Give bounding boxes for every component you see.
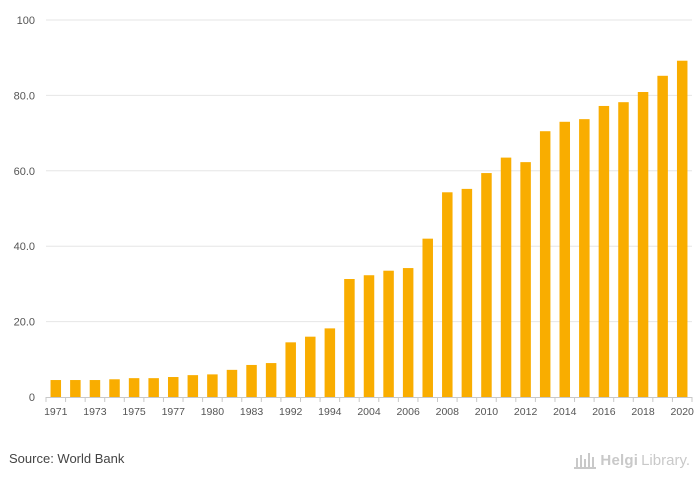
- bar-2015[interactable]: [579, 119, 590, 397]
- bar-1974[interactable]: [109, 379, 120, 397]
- x-tick-label: 2006: [396, 406, 420, 418]
- bar-2013[interactable]: [539, 131, 551, 397]
- bar-1976[interactable]: [148, 378, 159, 397]
- y-tick-label: 40.0: [14, 241, 35, 253]
- library-icon: [574, 453, 597, 469]
- x-tick-label: 2014: [553, 406, 577, 418]
- bar-2017[interactable]: [618, 102, 629, 397]
- x-tick-label: 1975: [122, 406, 146, 418]
- bar-1972[interactable]: [70, 380, 81, 397]
- x-tick-label: 2008: [436, 406, 460, 418]
- x-axis: [45, 397, 693, 402]
- bar-1984[interactable]: [265, 363, 277, 397]
- x-tick-label: 1971: [44, 406, 68, 418]
- bar-2012[interactable]: [520, 162, 531, 397]
- bar-2006[interactable]: [402, 268, 414, 397]
- helgilibrary-logo[interactable]: Helgi Library.: [573, 447, 690, 473]
- bars: [50, 60, 688, 398]
- x-tick-label: 1992: [279, 406, 303, 418]
- x-tick-label: 1994: [318, 406, 342, 418]
- y-tick-label: 0: [29, 392, 35, 404]
- bar-1992[interactable]: [285, 342, 296, 397]
- bar-2005[interactable]: [383, 270, 394, 397]
- source-note: Source: World Bank: [9, 451, 125, 466]
- y-axis-tick-labels: 0 20.0 40.0 60.0 80.0 100: [14, 15, 35, 404]
- bar-1975[interactable]: [128, 378, 140, 397]
- bar-2016[interactable]: [598, 105, 610, 398]
- logo-name: Helgi: [600, 451, 639, 469]
- bar-chart: 0 20.0 40.0 60.0 80.0 100 1971 1973 1975 1977 198…: [14, 15, 694, 418]
- x-tick-label: 2010: [475, 406, 499, 418]
- bar-1983[interactable]: [246, 364, 257, 397]
- y-tick-label: 20.0: [14, 317, 35, 329]
- bar-2007[interactable]: [422, 238, 433, 397]
- logo-suffix: Library.: [641, 451, 690, 469]
- x-tick-label: 2020: [671, 406, 695, 418]
- bar-1971[interactable]: [50, 380, 62, 397]
- x-axis-tick-labels: 1971 1973 1975 1977 1980 1983 1992 1994 2004 2006…: [44, 406, 694, 418]
- bar-1994[interactable]: [324, 328, 336, 397]
- bar-1977[interactable]: [167, 377, 179, 397]
- x-tick-label: 1973: [83, 406, 107, 418]
- x-tick-label: 2004: [357, 406, 381, 418]
- bar-1993[interactable]: [305, 336, 316, 397]
- bar-1973[interactable]: [89, 380, 101, 397]
- x-tick-label: 1980: [201, 406, 225, 418]
- x-tick-label: 2012: [514, 406, 538, 418]
- bar-2010[interactable]: [481, 173, 492, 397]
- y-tick-label: 60.0: [14, 166, 35, 178]
- x-tick-label: 2018: [631, 406, 655, 418]
- bar-2014[interactable]: [559, 121, 571, 397]
- bar-2019[interactable]: [657, 75, 668, 398]
- x-tick-label: 2016: [592, 406, 616, 418]
- x-tick-label: 1977: [162, 406, 186, 418]
- y-tick-label: 80.0: [14, 90, 35, 102]
- bar-2011[interactable]: [500, 157, 512, 397]
- bar-2018[interactable]: [637, 92, 649, 397]
- bar-1978[interactable]: [187, 375, 199, 397]
- y-tick-label: 100: [17, 15, 35, 27]
- bar-2008[interactable]: [442, 192, 453, 397]
- bar-2020[interactable]: [676, 60, 688, 397]
- bar-2009[interactable]: [461, 188, 473, 397]
- bar-1980[interactable]: [207, 374, 218, 397]
- bar-1995[interactable]: [344, 278, 355, 397]
- x-tick-label: 1983: [240, 406, 264, 418]
- bar-1981[interactable]: [226, 369, 238, 397]
- bar-2004[interactable]: [363, 275, 375, 397]
